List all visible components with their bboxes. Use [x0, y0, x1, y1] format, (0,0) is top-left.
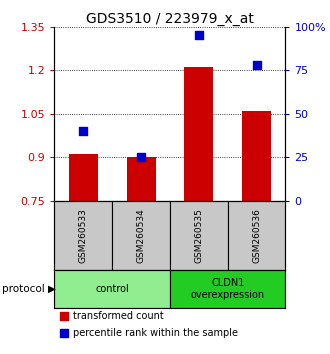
Point — [139, 154, 144, 160]
Bar — [127, 157, 155, 201]
Bar — [242, 111, 271, 201]
Bar — [170, 270, 285, 308]
Text: protocol ▶: protocol ▶ — [2, 284, 55, 294]
Point — [81, 128, 86, 134]
Bar — [54, 270, 170, 308]
Point — [254, 62, 259, 68]
Text: GSM260536: GSM260536 — [252, 208, 261, 263]
Bar — [170, 201, 228, 270]
Text: CLDN1
overexpression: CLDN1 overexpression — [191, 278, 265, 300]
Point — [61, 313, 66, 319]
Text: control: control — [95, 284, 129, 294]
Title: GDS3510 / 223979_x_at: GDS3510 / 223979_x_at — [86, 12, 254, 25]
Bar — [112, 201, 170, 270]
Text: GSM260533: GSM260533 — [79, 208, 88, 263]
Bar — [54, 201, 112, 270]
Text: transformed count: transformed count — [73, 310, 164, 321]
Bar — [69, 154, 98, 201]
Text: GSM260535: GSM260535 — [194, 208, 203, 263]
Point — [196, 33, 201, 38]
Text: percentile rank within the sample: percentile rank within the sample — [73, 328, 238, 338]
Bar — [228, 201, 285, 270]
Bar — [184, 67, 213, 201]
Text: GSM260534: GSM260534 — [137, 208, 146, 263]
Point — [61, 330, 66, 336]
